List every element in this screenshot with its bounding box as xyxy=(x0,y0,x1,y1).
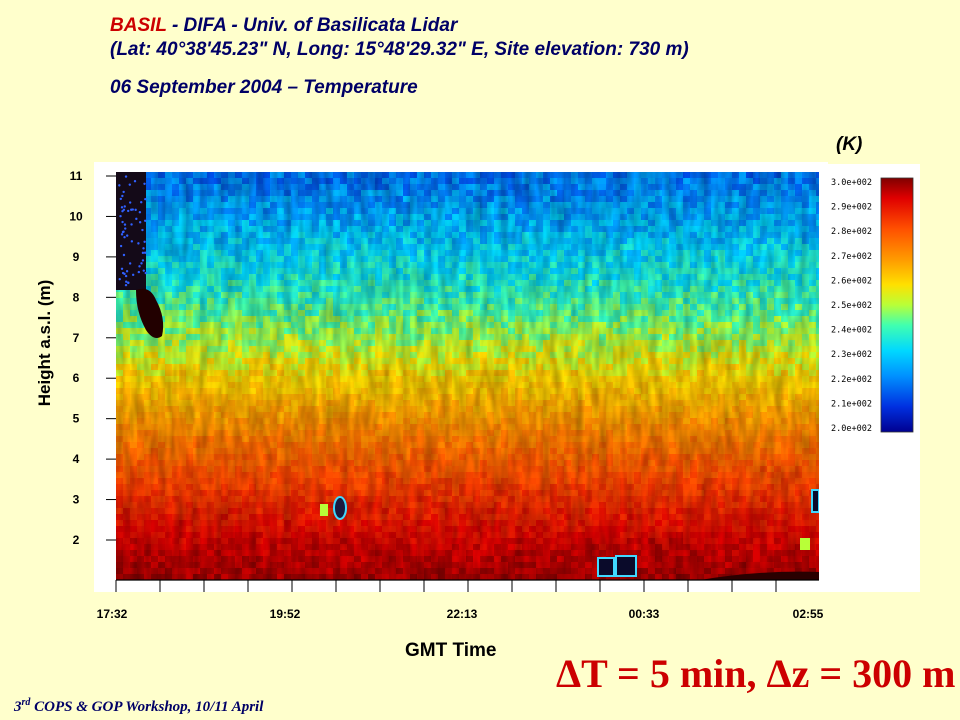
lidar-title: BASIL - DIFA - Univ. of Basilicata Lidar xyxy=(110,14,689,38)
site-coordinates: (Lat: 40°38'45.23" N, Long: 15°48'29.32"… xyxy=(110,39,689,60)
basil-name: BASIL xyxy=(110,15,167,36)
lidar-institution: - DIFA - Univ. of Basilicata Lidar xyxy=(166,15,458,36)
title-block: BASIL - DIFA - Univ. of Basilicata Lidar… xyxy=(110,14,689,100)
date-title: 06 September 2004 – Temperature xyxy=(110,77,418,98)
colorbar-unit: (K) xyxy=(836,134,863,155)
